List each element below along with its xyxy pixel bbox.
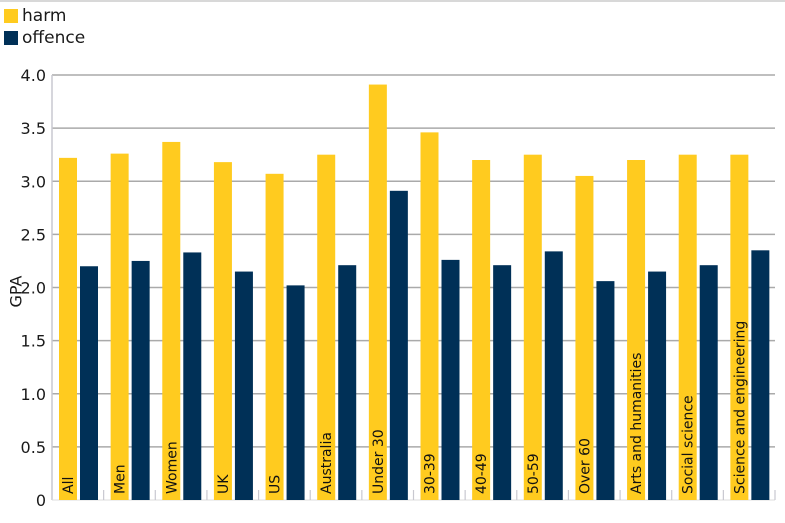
bar-offence (544, 251, 563, 500)
bar-offence (338, 265, 357, 500)
bar-harm (678, 154, 697, 500)
bar-harm (523, 154, 542, 500)
bar-offence (80, 266, 98, 500)
category-label: Australia (319, 432, 335, 494)
bar-offence (234, 271, 253, 500)
bar-harm (368, 84, 387, 500)
category-label: US (268, 475, 284, 494)
category-label: 40-49 (474, 453, 490, 494)
bar-harm (317, 154, 336, 500)
y-tick-label: 0 (36, 491, 46, 510)
y-tick-label: 2.5 (21, 225, 46, 244)
bar-harm (420, 132, 439, 500)
bar-harm (162, 141, 181, 500)
bar-offence (699, 265, 718, 500)
category-label: Over 60 (577, 438, 593, 494)
bar-offence (441, 259, 460, 500)
y-tick-label: 1.5 (21, 332, 46, 351)
y-tick-label: 3.0 (21, 172, 46, 191)
bar-harm (730, 154, 749, 500)
y-tick-label: 3.5 (21, 119, 46, 138)
legend-label-offence: offence (22, 28, 86, 48)
bar-offence (131, 260, 150, 500)
bar-harm (575, 175, 594, 500)
bar-offence (389, 190, 408, 500)
category-label: Arts and humanities (629, 353, 645, 494)
category-label: All (61, 477, 77, 494)
bar-harm (110, 153, 129, 500)
category-label: Men (113, 464, 129, 494)
y-tick-label: 2.0 (21, 279, 46, 298)
bar-harm (627, 160, 646, 500)
legend-swatch-harm (4, 9, 18, 23)
legend-label-harm: harm (22, 6, 67, 26)
y-tick-label: 1.0 (21, 385, 46, 404)
y-tick-label: 4.0 (21, 66, 46, 85)
category-label: Social science (681, 395, 697, 494)
bar-offence (596, 281, 615, 500)
bar-offence (286, 285, 305, 500)
bar-harm (472, 160, 491, 500)
legend-item-harm: harm (4, 5, 85, 27)
bar-offence (493, 265, 512, 500)
bar-offence (183, 252, 202, 500)
bar-offence (751, 250, 770, 500)
category-label: 30-39 (423, 453, 439, 494)
legend-item-offence: offence (4, 27, 85, 49)
category-label: Women (164, 441, 180, 494)
category-label: Under 30 (371, 429, 387, 494)
bar-harm (59, 157, 77, 500)
y-tick-label: 0.5 (21, 438, 46, 457)
category-label: Science and engineering (732, 321, 748, 494)
top-border (0, 0, 785, 2)
category-label: 50-59 (526, 453, 542, 494)
bar-harm (265, 173, 284, 500)
legend: harm offence (4, 5, 85, 49)
category-label: UK (216, 474, 232, 494)
bar-harm (213, 162, 232, 500)
legend-swatch-offence (4, 31, 18, 45)
bar-offence (648, 271, 667, 500)
